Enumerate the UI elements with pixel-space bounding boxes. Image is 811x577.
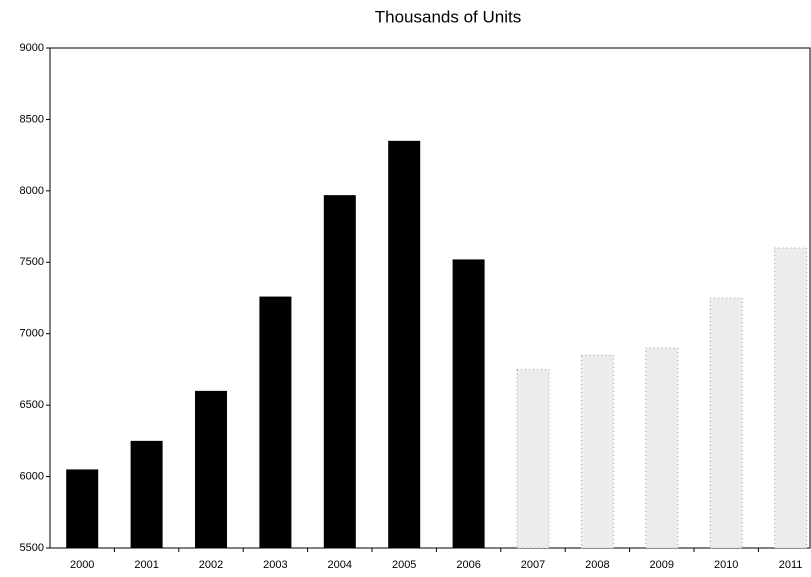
x-tick-label: 2010 [714, 559, 738, 571]
y-tick-label: 7000 [20, 328, 44, 340]
x-tick-label: 2001 [134, 559, 158, 571]
x-tick-label: 2009 [650, 559, 674, 571]
bar [66, 469, 99, 548]
chart-title: Thousands of Units [375, 7, 521, 26]
bar [516, 368, 550, 549]
x-tick-label: 2007 [521, 559, 545, 571]
x-tick-label: 2000 [70, 559, 94, 571]
bar [645, 347, 679, 549]
bar [388, 140, 421, 548]
bar [259, 296, 292, 548]
y-tick-label: 5500 [20, 542, 44, 554]
x-tick-label: 2003 [263, 559, 287, 571]
x-tick-label: 2004 [328, 559, 352, 571]
y-tick-label: 6500 [20, 399, 44, 411]
bar [452, 259, 485, 548]
y-tick-label: 7500 [20, 256, 44, 268]
x-tick-label: 2006 [456, 559, 480, 571]
y-tick-label: 8500 [20, 113, 44, 125]
bar [774, 247, 808, 549]
bar [130, 440, 163, 548]
bar [195, 390, 227, 548]
y-tick-label: 9000 [20, 42, 44, 54]
x-tick-label: 2002 [199, 559, 223, 571]
x-tick-label: 2011 [779, 559, 803, 571]
x-tick-label: 2008 [585, 559, 609, 571]
x-tick-label: 2005 [392, 559, 416, 571]
y-tick-label: 6000 [20, 470, 44, 482]
y-tick-label: 8000 [20, 185, 44, 197]
bar [323, 195, 356, 548]
bar [580, 354, 614, 549]
bar [709, 297, 743, 549]
plot-frame [49, 47, 811, 549]
